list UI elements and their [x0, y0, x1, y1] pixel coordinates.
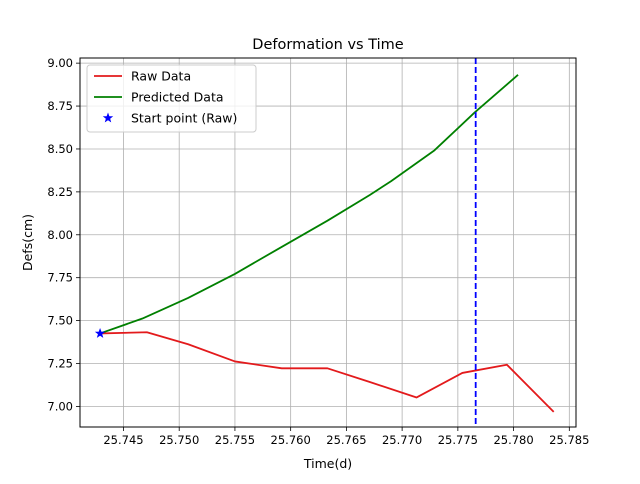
- raw-data-line: [100, 331, 555, 413]
- x-tick-label: 25.765: [326, 433, 366, 447]
- y-tick-label: 7.25: [47, 356, 73, 370]
- legend-start-point-label: Start point (Raw): [131, 111, 237, 126]
- x-tick-label: 25.745: [103, 433, 143, 447]
- x-tick-label: 25.760: [271, 433, 311, 447]
- legend: Raw Data Predicted Data Start point (Raw…: [86, 64, 257, 133]
- y-tick-label: 7.50: [47, 314, 73, 328]
- y-tick-label: 9.00: [47, 56, 73, 70]
- x-tick-label: 25.755: [215, 433, 255, 447]
- legend-start-point-star-icon: [102, 112, 114, 123]
- y-axis-ticks: 7.00 7.25 7.50 7.75 8.00 8.25 8.50 8.75 9.00: [47, 56, 80, 413]
- x-tick-label: 25.775: [438, 433, 478, 447]
- y-tick-label: 8.50: [47, 142, 73, 156]
- legend-raw-data-label: Raw Data: [131, 69, 191, 84]
- x-tick-label: 25.780: [493, 433, 533, 447]
- y-tick-label: 7.00: [47, 399, 73, 413]
- marker-group: [94, 327, 106, 338]
- y-tick-label: 8.75: [47, 99, 73, 113]
- series-group: [99, 74, 555, 413]
- x-tick-label: 25.750: [159, 433, 199, 447]
- x-tick-label: 25.785: [549, 433, 589, 447]
- legend-predicted-data-label: Predicted Data: [131, 90, 224, 105]
- y-tick-label: 8.00: [47, 228, 73, 242]
- chart-title: Deformation vs Time: [252, 37, 403, 53]
- y-tick-label: 8.25: [47, 185, 73, 199]
- start-point-star-marker: [94, 327, 106, 338]
- x-axis-ticks: 25.745 25.750 25.755 25.760 25.765 25.770 25.7…: [103, 427, 589, 447]
- predicted-data-line: [99, 74, 519, 335]
- legend-box: [86, 64, 257, 133]
- y-tick-label: 7.75: [47, 271, 73, 285]
- x-tick-label: 25.770: [382, 433, 422, 447]
- x-axis-label: Time(d): [303, 456, 352, 471]
- plot-frame: [79, 57, 577, 428]
- y-axis-label: Defs(cm): [20, 214, 35, 271]
